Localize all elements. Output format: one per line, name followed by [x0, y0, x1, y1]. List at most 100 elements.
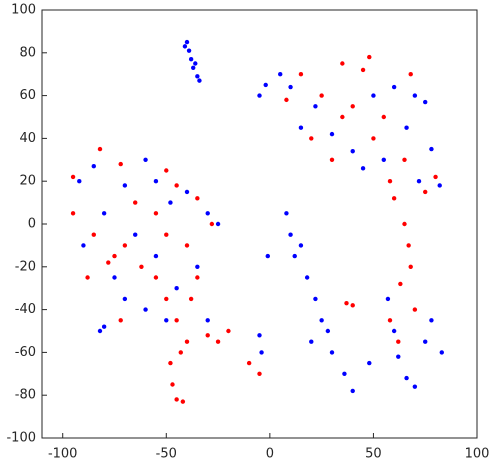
point	[112, 253, 117, 259]
point	[298, 72, 304, 77]
point	[288, 84, 293, 90]
point	[329, 157, 335, 162]
y-tick-label: -20	[15, 259, 36, 274]
point	[340, 61, 345, 66]
point	[184, 339, 190, 344]
point	[153, 253, 159, 259]
point	[325, 328, 331, 334]
point	[350, 104, 355, 109]
point	[387, 318, 393, 323]
point	[180, 399, 186, 404]
point	[182, 44, 188, 49]
point	[153, 275, 159, 280]
y-tick-label: 0	[28, 217, 36, 232]
point	[313, 296, 318, 302]
y-tick-label: 60	[19, 88, 36, 103]
point	[193, 61, 198, 66]
point	[257, 93, 262, 98]
point	[429, 146, 434, 152]
point	[101, 324, 107, 329]
point	[191, 65, 196, 70]
point	[122, 243, 128, 248]
point	[97, 328, 103, 334]
point	[164, 232, 169, 237]
point	[288, 232, 293, 237]
point	[433, 174, 438, 180]
point	[118, 161, 123, 167]
point	[292, 253, 297, 259]
point	[423, 99, 428, 105]
point	[77, 179, 82, 184]
point	[184, 39, 190, 45]
point	[184, 243, 190, 248]
point	[153, 211, 159, 216]
point	[439, 350, 444, 355]
x-tick-label: 0	[266, 447, 274, 462]
point	[344, 300, 349, 306]
point	[342, 371, 347, 376]
point	[122, 296, 128, 302]
point	[406, 243, 411, 248]
point	[319, 93, 324, 98]
point	[412, 93, 418, 98]
y-tick-label: 40	[19, 131, 36, 146]
point	[412, 384, 418, 389]
y-tick-label: 20	[19, 174, 36, 189]
point	[408, 264, 413, 269]
point	[246, 360, 252, 366]
y-tick-label: -100	[6, 431, 36, 446]
point	[284, 97, 289, 103]
point	[97, 146, 103, 152]
point	[174, 183, 179, 188]
point	[329, 350, 335, 355]
point	[184, 189, 190, 195]
point	[70, 211, 76, 216]
point	[385, 296, 391, 302]
point	[309, 136, 314, 141]
point	[340, 114, 345, 120]
point	[391, 196, 397, 201]
y-tick-label: 100	[11, 3, 36, 18]
point	[391, 328, 397, 334]
point	[178, 350, 183, 355]
y-tick-label: -40	[15, 302, 36, 317]
point	[122, 183, 128, 188]
point	[371, 136, 376, 141]
point	[91, 164, 96, 169]
point	[195, 74, 200, 79]
point	[188, 296, 194, 302]
point	[309, 339, 314, 344]
point	[329, 131, 335, 137]
point	[133, 232, 138, 237]
point	[304, 275, 310, 280]
point	[195, 275, 200, 280]
point	[313, 104, 318, 109]
point	[278, 72, 283, 77]
point	[263, 82, 268, 88]
point	[360, 166, 366, 171]
point	[205, 318, 210, 323]
y-tick-label: -60	[15, 345, 36, 360]
point	[398, 281, 403, 287]
point	[197, 78, 202, 83]
point	[387, 179, 393, 184]
point	[298, 243, 304, 248]
point	[168, 360, 173, 366]
x-tick-label: 50	[365, 447, 382, 462]
point	[164, 296, 169, 302]
x-tick-label: 100	[465, 447, 490, 462]
point	[350, 303, 355, 308]
y-tick-label: -80	[15, 388, 36, 403]
point	[101, 211, 107, 216]
point	[195, 196, 200, 201]
point	[416, 179, 422, 184]
point	[143, 307, 148, 312]
point	[381, 157, 386, 162]
point	[91, 232, 96, 237]
point	[381, 114, 386, 120]
point	[205, 211, 210, 216]
point	[174, 397, 179, 402]
point	[174, 318, 179, 323]
